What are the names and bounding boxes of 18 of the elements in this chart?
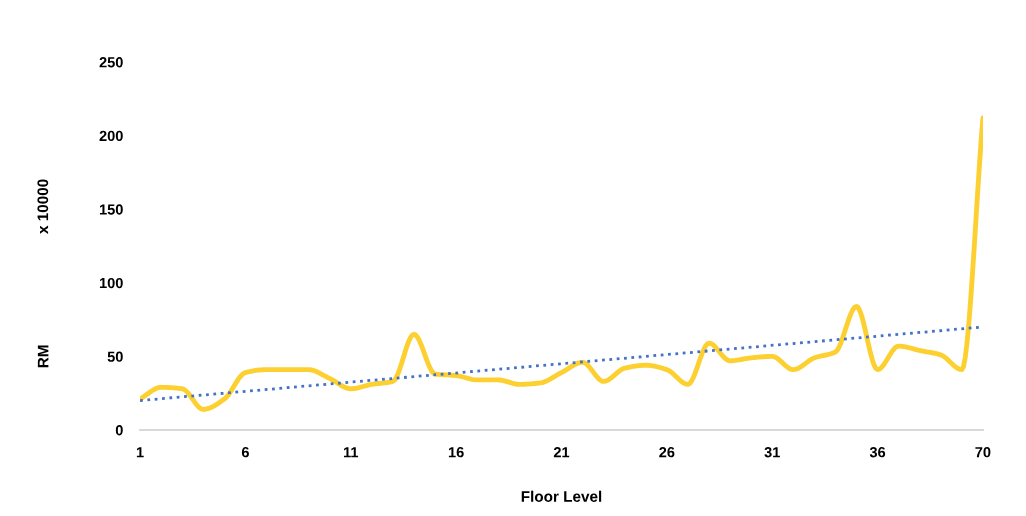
y-tick-label: 0 (115, 425, 123, 436)
x-tick-label: 6 (241, 447, 249, 458)
y-tick-label: 150 (99, 204, 123, 215)
x-tick-label: 21 (553, 447, 570, 458)
x-tick-label: 26 (659, 447, 675, 458)
x-tick-label: 1 (136, 447, 144, 458)
x-tick-label: 16 (448, 447, 464, 458)
x-tick-label: 36 (869, 447, 886, 458)
x-axis-title: Floor Level (521, 490, 602, 502)
y-tick-label: 100 (99, 277, 123, 289)
x-tick-label: 11 (343, 447, 359, 458)
x-tick-label: 70 (975, 447, 991, 458)
y-axis-title: RM (37, 345, 49, 368)
y-tick-label: 50 (107, 351, 123, 362)
x-tick-label: 31 (764, 447, 780, 458)
text: x 10000 (37, 179, 49, 234)
y-tick-label: 200 (99, 130, 123, 142)
y-tick-label: 250 (99, 57, 123, 68)
